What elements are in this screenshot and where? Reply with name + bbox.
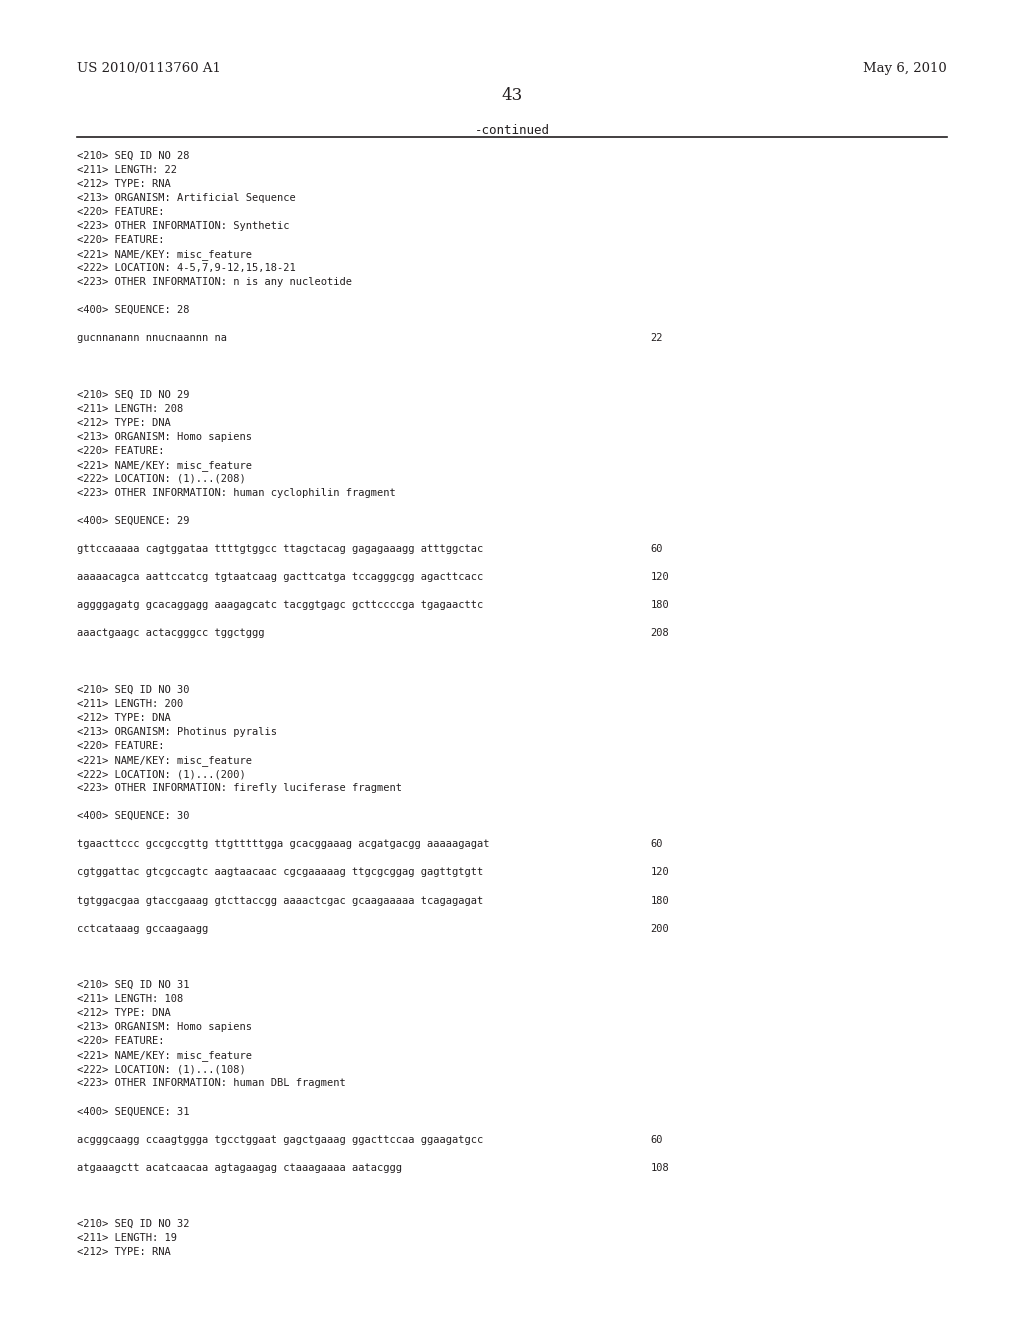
Text: tgaacttccc gccgccgttg ttgtttttgga gcacggaaag acgatgacgg aaaaagagat: tgaacttccc gccgccgttg ttgtttttgga gcacgg… — [77, 840, 489, 849]
Text: <220> FEATURE:: <220> FEATURE: — [77, 207, 164, 216]
Text: <213> ORGANISM: Homo sapiens: <213> ORGANISM: Homo sapiens — [77, 1022, 252, 1032]
Text: aaaaacagca aattccatcg tgtaatcaag gacttcatga tccagggcgg agacttcacc: aaaaacagca aattccatcg tgtaatcaag gacttca… — [77, 573, 483, 582]
Text: 108: 108 — [650, 1163, 669, 1172]
Text: <400> SEQUENCE: 30: <400> SEQUENCE: 30 — [77, 812, 189, 821]
Text: tgtggacgaa gtaccgaaag gtcttaccgg aaaactcgac gcaagaaaaa tcagagagat: tgtggacgaa gtaccgaaag gtcttaccgg aaaactc… — [77, 895, 483, 906]
Text: <213> ORGANISM: Homo sapiens: <213> ORGANISM: Homo sapiens — [77, 432, 252, 442]
Text: US 2010/0113760 A1: US 2010/0113760 A1 — [77, 62, 221, 75]
Text: <221> NAME/KEY: misc_feature: <221> NAME/KEY: misc_feature — [77, 459, 252, 471]
Text: <220> FEATURE:: <220> FEATURE: — [77, 1036, 164, 1047]
Text: <221> NAME/KEY: misc_feature: <221> NAME/KEY: misc_feature — [77, 755, 252, 766]
Text: aaactgaagc actacgggcc tggctggg: aaactgaagc actacgggcc tggctggg — [77, 628, 264, 639]
Text: <213> ORGANISM: Artificial Sequence: <213> ORGANISM: Artificial Sequence — [77, 193, 296, 203]
Text: 60: 60 — [650, 1135, 663, 1144]
Text: atgaaagctt acatcaacaa agtagaagag ctaaagaaaa aatacggg: atgaaagctt acatcaacaa agtagaagag ctaaaga… — [77, 1163, 401, 1172]
Text: 120: 120 — [650, 573, 669, 582]
Text: 208: 208 — [650, 628, 669, 639]
Text: 60: 60 — [650, 840, 663, 849]
Text: <212> TYPE: RNA: <212> TYPE: RNA — [77, 1247, 171, 1257]
Text: <210> SEQ ID NO 30: <210> SEQ ID NO 30 — [77, 685, 189, 694]
Text: gttccaaaaa cagtggataa ttttgtggcc ttagctacag gagagaaagg atttggctac: gttccaaaaa cagtggataa ttttgtggcc ttagcta… — [77, 544, 483, 554]
Text: <212> TYPE: DNA: <212> TYPE: DNA — [77, 713, 171, 723]
Text: -continued: -continued — [474, 124, 550, 137]
Text: <212> TYPE: DNA: <212> TYPE: DNA — [77, 417, 171, 428]
Text: <400> SEQUENCE: 29: <400> SEQUENCE: 29 — [77, 516, 189, 525]
Text: <211> LENGTH: 208: <211> LENGTH: 208 — [77, 404, 183, 413]
Text: 43: 43 — [502, 87, 522, 104]
Text: acgggcaagg ccaagtggga tgcctggaat gagctgaaag ggacttccaa ggaagatgcc: acgggcaagg ccaagtggga tgcctggaat gagctga… — [77, 1135, 483, 1144]
Text: <210> SEQ ID NO 28: <210> SEQ ID NO 28 — [77, 150, 189, 161]
Text: 180: 180 — [650, 601, 669, 610]
Text: <221> NAME/KEY: misc_feature: <221> NAME/KEY: misc_feature — [77, 1051, 252, 1061]
Text: <222> LOCATION: (1)...(108): <222> LOCATION: (1)...(108) — [77, 1064, 246, 1074]
Text: <400> SEQUENCE: 28: <400> SEQUENCE: 28 — [77, 305, 189, 315]
Text: <400> SEQUENCE: 31: <400> SEQUENCE: 31 — [77, 1106, 189, 1117]
Text: cctcataaag gccaagaagg: cctcataaag gccaagaagg — [77, 924, 208, 933]
Text: <222> LOCATION: (1)...(200): <222> LOCATION: (1)...(200) — [77, 770, 246, 779]
Text: <211> LENGTH: 19: <211> LENGTH: 19 — [77, 1233, 177, 1243]
Text: <213> ORGANISM: Photinus pyralis: <213> ORGANISM: Photinus pyralis — [77, 727, 276, 737]
Text: <223> OTHER INFORMATION: human cyclophilin fragment: <223> OTHER INFORMATION: human cyclophil… — [77, 488, 395, 498]
Text: 22: 22 — [650, 333, 663, 343]
Text: <210> SEQ ID NO 29: <210> SEQ ID NO 29 — [77, 389, 189, 400]
Text: <211> LENGTH: 22: <211> LENGTH: 22 — [77, 165, 177, 174]
Text: <211> LENGTH: 200: <211> LENGTH: 200 — [77, 698, 183, 709]
Text: <210> SEQ ID NO 32: <210> SEQ ID NO 32 — [77, 1218, 189, 1229]
Text: aggggagatg gcacaggagg aaagagcatc tacggtgagc gcttccccga tgagaacttc: aggggagatg gcacaggagg aaagagcatc tacggtg… — [77, 601, 483, 610]
Text: gucnnanann nnucnaannn na: gucnnanann nnucnaannn na — [77, 333, 226, 343]
Text: <222> LOCATION: (1)...(208): <222> LOCATION: (1)...(208) — [77, 474, 246, 484]
Text: 180: 180 — [650, 895, 669, 906]
Text: <220> FEATURE:: <220> FEATURE: — [77, 741, 164, 751]
Text: <212> TYPE: RNA: <212> TYPE: RNA — [77, 178, 171, 189]
Text: <222> LOCATION: 4-5,7,9-12,15,18-21: <222> LOCATION: 4-5,7,9-12,15,18-21 — [77, 263, 296, 273]
Text: May 6, 2010: May 6, 2010 — [863, 62, 947, 75]
Text: <220> FEATURE:: <220> FEATURE: — [77, 235, 164, 244]
Text: 60: 60 — [650, 544, 663, 554]
Text: <221> NAME/KEY: misc_feature: <221> NAME/KEY: misc_feature — [77, 249, 252, 260]
Text: <223> OTHER INFORMATION: human DBL fragment: <223> OTHER INFORMATION: human DBL fragm… — [77, 1078, 345, 1088]
Text: <210> SEQ ID NO 31: <210> SEQ ID NO 31 — [77, 979, 189, 990]
Text: <211> LENGTH: 108: <211> LENGTH: 108 — [77, 994, 183, 1005]
Text: <220> FEATURE:: <220> FEATURE: — [77, 446, 164, 455]
Text: 200: 200 — [650, 924, 669, 933]
Text: <223> OTHER INFORMATION: Synthetic: <223> OTHER INFORMATION: Synthetic — [77, 220, 290, 231]
Text: <223> OTHER INFORMATION: firefly luciferase fragment: <223> OTHER INFORMATION: firefly lucifer… — [77, 783, 401, 793]
Text: cgtggattac gtcgccagtc aagtaacaac cgcgaaaaag ttgcgcggag gagttgtgtt: cgtggattac gtcgccagtc aagtaacaac cgcgaaa… — [77, 867, 483, 878]
Text: <223> OTHER INFORMATION: n is any nucleotide: <223> OTHER INFORMATION: n is any nucleo… — [77, 277, 352, 286]
Text: 120: 120 — [650, 867, 669, 878]
Text: <212> TYPE: DNA: <212> TYPE: DNA — [77, 1008, 171, 1018]
